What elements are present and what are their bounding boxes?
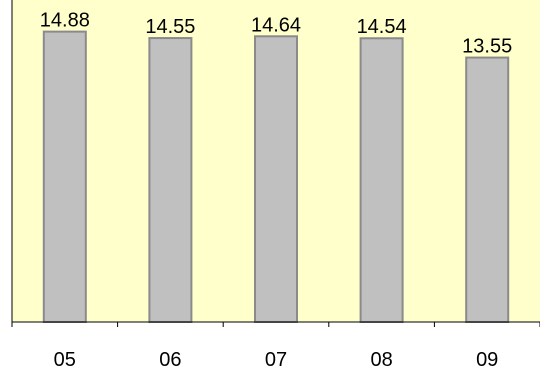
x-tick-label-07: 07 xyxy=(265,349,287,371)
bar-07 xyxy=(254,35,298,323)
data-labels: 14.88 14.55 14.64 14.54 13.55 xyxy=(40,10,512,58)
x-tick-label-05: 05 xyxy=(54,349,76,371)
bar-09 xyxy=(465,56,510,323)
x-tick-labels: 05 06 07 08 09 xyxy=(54,349,499,371)
data-label-08: 14.54 xyxy=(357,16,407,38)
bar-series xyxy=(42,30,510,324)
x-tick-label-06: 06 xyxy=(159,349,181,371)
bar-06 xyxy=(148,37,193,324)
bar-05 xyxy=(42,30,87,324)
data-label-05: 14.88 xyxy=(40,10,90,32)
x-tick-label-09: 09 xyxy=(476,349,498,371)
bar-08 xyxy=(359,37,404,324)
x-tick-label-08: 08 xyxy=(370,349,392,371)
x-axis-ticks xyxy=(11,322,540,327)
data-label-06: 14.55 xyxy=(145,16,195,38)
data-label-07: 14.64 xyxy=(251,14,301,36)
data-label-09: 13.55 xyxy=(462,36,512,58)
